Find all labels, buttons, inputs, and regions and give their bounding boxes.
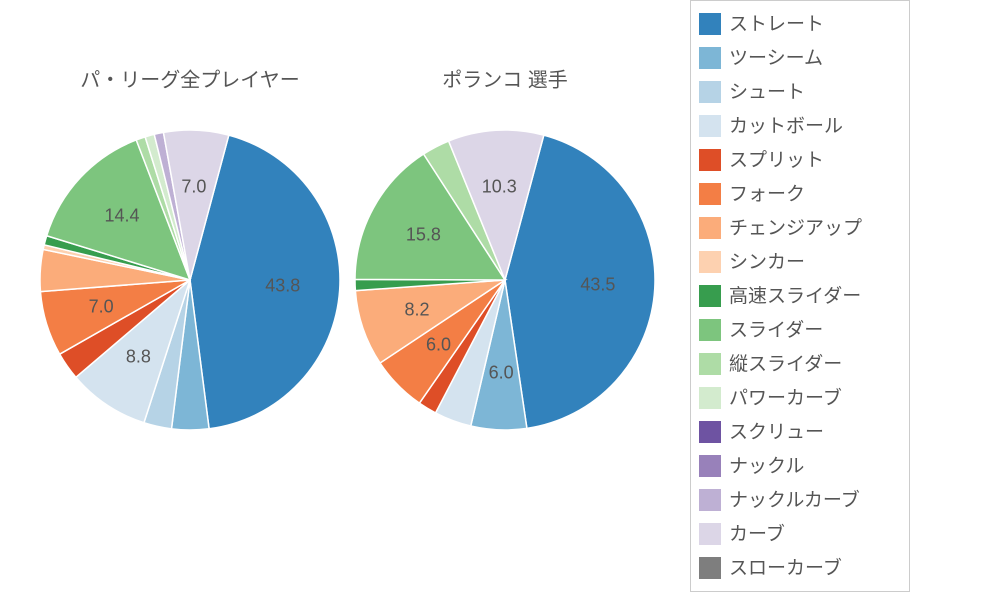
- legend-item: カーブ: [699, 517, 899, 551]
- legend-item: ナックル: [699, 449, 899, 483]
- legend-label: ツーシーム: [729, 49, 823, 68]
- legend-swatch: [699, 13, 721, 35]
- legend-item: 縦スライダー: [699, 347, 899, 381]
- legend-label: チェンジアップ: [729, 219, 862, 238]
- legend-swatch: [699, 47, 721, 69]
- legend-item: スクリュー: [699, 415, 899, 449]
- legend-label: フォーク: [729, 185, 805, 204]
- legend-item: カットボール: [699, 109, 899, 143]
- legend-swatch: [699, 217, 721, 239]
- legend-swatch: [699, 183, 721, 205]
- legend-swatch: [699, 353, 721, 375]
- pie-slice-label: 6.0: [426, 335, 451, 356]
- legend-item: フォーク: [699, 177, 899, 211]
- legend-swatch: [699, 251, 721, 273]
- legend-item: ナックルカーブ: [699, 483, 899, 517]
- legend-label: スライダー: [729, 321, 823, 340]
- pie-slice-label: 8.2: [404, 300, 429, 321]
- pie-slice-label: 7.0: [181, 177, 206, 198]
- chart-title-player: ポランコ 選手: [442, 64, 568, 93]
- legend-label: カットボール: [729, 117, 843, 136]
- legend-item: シュート: [699, 75, 899, 109]
- pie-chart-league: 43.8 8.8 7.0 14.4 7.0: [40, 130, 340, 430]
- legend-swatch: [699, 115, 721, 137]
- pie-slice-label: 15.8: [406, 225, 441, 246]
- legend-swatch: [699, 285, 721, 307]
- legend-label: スクリュー: [729, 423, 824, 442]
- legend-item: スローカーブ: [699, 551, 899, 585]
- pie-slice-label: 8.8: [126, 347, 151, 368]
- legend-item: パワーカーブ: [699, 381, 899, 415]
- pie-wrap-player: 43.5 6.0 6.0 8.2 15.8 10.3: [355, 130, 655, 430]
- legend-swatch: [699, 421, 721, 443]
- legend-item: 高速スライダー: [699, 279, 899, 313]
- legend-swatch: [699, 81, 721, 103]
- legend-item: スライダー: [699, 313, 899, 347]
- legend-item: チェンジアップ: [699, 211, 899, 245]
- pie-chart-player: 43.5 6.0 6.0 8.2 15.8 10.3: [355, 130, 655, 430]
- legend-label: ナックルカーブ: [729, 491, 860, 510]
- pie-slice-label: 43.5: [580, 275, 615, 296]
- pie-slice-label: 14.4: [105, 206, 140, 227]
- legend-label: 縦スライダー: [729, 355, 842, 374]
- legend-label: シンカー: [729, 253, 805, 272]
- legend-label: スプリット: [729, 151, 824, 170]
- legend-label: カーブ: [729, 525, 785, 544]
- pie-slice-label: 6.0: [489, 362, 514, 383]
- pie-slice-label: 43.8: [265, 276, 300, 297]
- legend-swatch: [699, 387, 721, 409]
- legend: ストレートツーシームシュートカットボールスプリットフォークチェンジアップシンカー…: [690, 0, 910, 592]
- legend-label: パワーカーブ: [729, 389, 842, 408]
- legend-label: スローカーブ: [729, 559, 842, 578]
- chart-title-league: パ・リーグ全プレイヤー: [80, 64, 299, 93]
- legend-label: ストレート: [729, 15, 824, 34]
- legend-swatch: [699, 557, 721, 579]
- legend-item: シンカー: [699, 245, 899, 279]
- pie-slice-label: 10.3: [482, 177, 517, 198]
- legend-item: スプリット: [699, 143, 899, 177]
- legend-swatch: [699, 455, 721, 477]
- legend-label: ナックル: [729, 457, 804, 476]
- legend-label: シュート: [729, 83, 805, 102]
- chart-stage: { "background_color": "#ffffff", "title_…: [0, 0, 1000, 600]
- legend-swatch: [699, 523, 721, 545]
- legend-label: 高速スライダー: [729, 287, 861, 306]
- pie-wrap-league: 43.8 8.8 7.0 14.4 7.0: [40, 130, 340, 430]
- legend-swatch: [699, 149, 721, 171]
- legend-item: ツーシーム: [699, 41, 899, 75]
- legend-swatch: [699, 489, 721, 511]
- legend-item: ストレート: [699, 7, 899, 41]
- pie-slice-label: 7.0: [89, 297, 114, 318]
- legend-swatch: [699, 319, 721, 341]
